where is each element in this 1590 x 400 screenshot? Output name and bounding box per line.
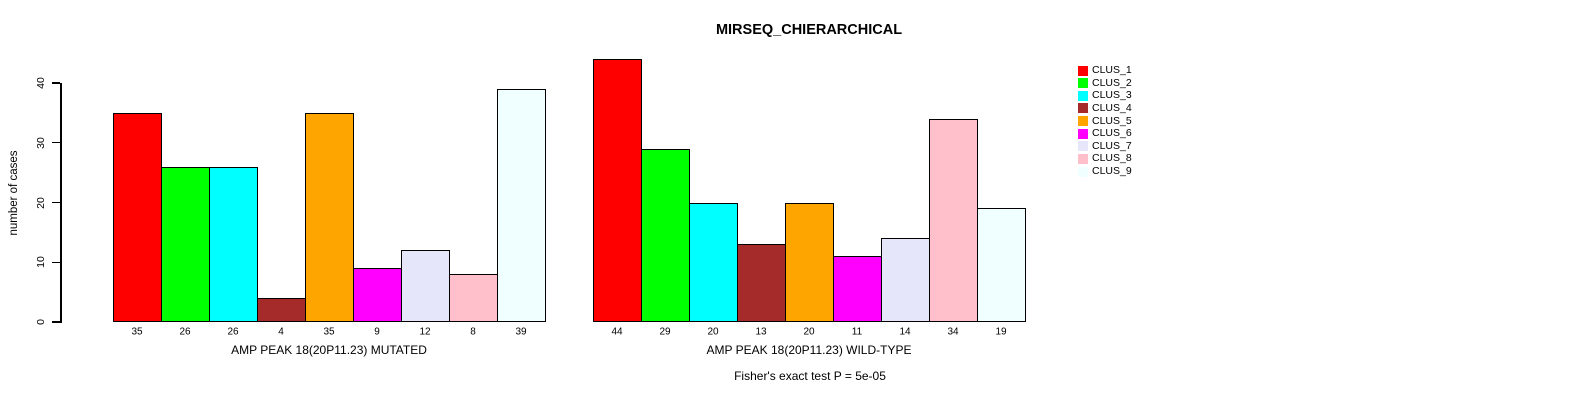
legend-swatch [1078, 128, 1088, 139]
legend-label: CLUS_1 [1092, 64, 1132, 76]
legend-swatch [1078, 65, 1088, 76]
bar-value-label: 12 [419, 326, 431, 338]
bar-value-label: 9 [374, 326, 380, 338]
x-axis-title-mutated: AMP PEAK 18(20P11.23) MUTATED [231, 343, 427, 357]
bar-clus-3 [209, 166, 258, 322]
legend-swatch [1078, 141, 1088, 152]
legend-label: CLUS_9 [1092, 165, 1132, 178]
bar-clus-4 [737, 244, 786, 322]
legend-label: CLUS_3 [1092, 89, 1132, 102]
bar-clus-9 [977, 208, 1026, 322]
y-tick-mark [52, 82, 60, 84]
bar-value-label: 35 [131, 326, 143, 338]
bar-value-label: 14 [899, 326, 911, 338]
bar-clus-6 [353, 268, 402, 322]
bar-value-label: 35 [323, 326, 335, 338]
bar-clus-8 [449, 274, 498, 322]
legend-label: CLUS_8 [1092, 152, 1132, 165]
y-tick-mark [52, 321, 60, 323]
legend-swatch [1078, 153, 1088, 164]
bar-value-label: 8 [470, 326, 476, 338]
y-tick-mark [52, 142, 60, 144]
bar-clus-2 [641, 148, 690, 322]
bar-value-label: 26 [227, 326, 239, 338]
bar-value-label: 19 [995, 326, 1007, 338]
bar-clus-5 [305, 112, 354, 322]
bar-value-label: 34 [947, 326, 959, 338]
legend-swatch [1078, 166, 1088, 177]
y-tick-mark [52, 261, 60, 263]
bar-value-label: 13 [755, 326, 767, 338]
y-tick-mark [52, 201, 60, 204]
bar-clus-7 [401, 250, 450, 322]
legend-swatch [1078, 78, 1088, 89]
bar-clus-5 [785, 202, 834, 322]
bar-clus-9 [497, 88, 546, 322]
bar-clus-2 [161, 166, 210, 322]
bar-value-label: 20 [707, 326, 719, 338]
bar-clus-8 [929, 118, 978, 322]
legend-swatch [1078, 103, 1088, 114]
legend-swatch [1078, 116, 1088, 127]
legend-swatch [1078, 90, 1088, 101]
legend-label: CLUS_7 [1092, 139, 1132, 152]
bar-value-label: 29 [659, 326, 671, 338]
bar-clus-1 [113, 112, 162, 322]
bar-value-label: 26 [179, 326, 191, 338]
bar-value-label: 11 [851, 326, 863, 338]
bar-value-label: 39 [515, 326, 527, 338]
bar-value-label: 4 [278, 326, 284, 338]
x-axis-title-wildtype: AMP PEAK 18(20P11.23) WILD-TYPE [706, 343, 912, 357]
legend-label: CLUS_6 [1092, 127, 1132, 140]
y-axis-line [60, 83, 62, 323]
chart-title: MIRSEQ_CHIERARCHICAL [715, 22, 903, 38]
legend-label: CLUS_2 [1092, 76, 1132, 89]
bar-value-label: 44 [611, 326, 623, 338]
bar-value-label: 20 [803, 326, 815, 338]
bar-clus-7 [881, 238, 930, 322]
legend-label: CLUS_4 [1092, 101, 1132, 114]
legend-label: CLUS_5 [1092, 114, 1132, 127]
bar-clus-1 [593, 59, 642, 322]
fisher-test-note: Fisher's exact test P = 5e-05 [734, 369, 886, 383]
